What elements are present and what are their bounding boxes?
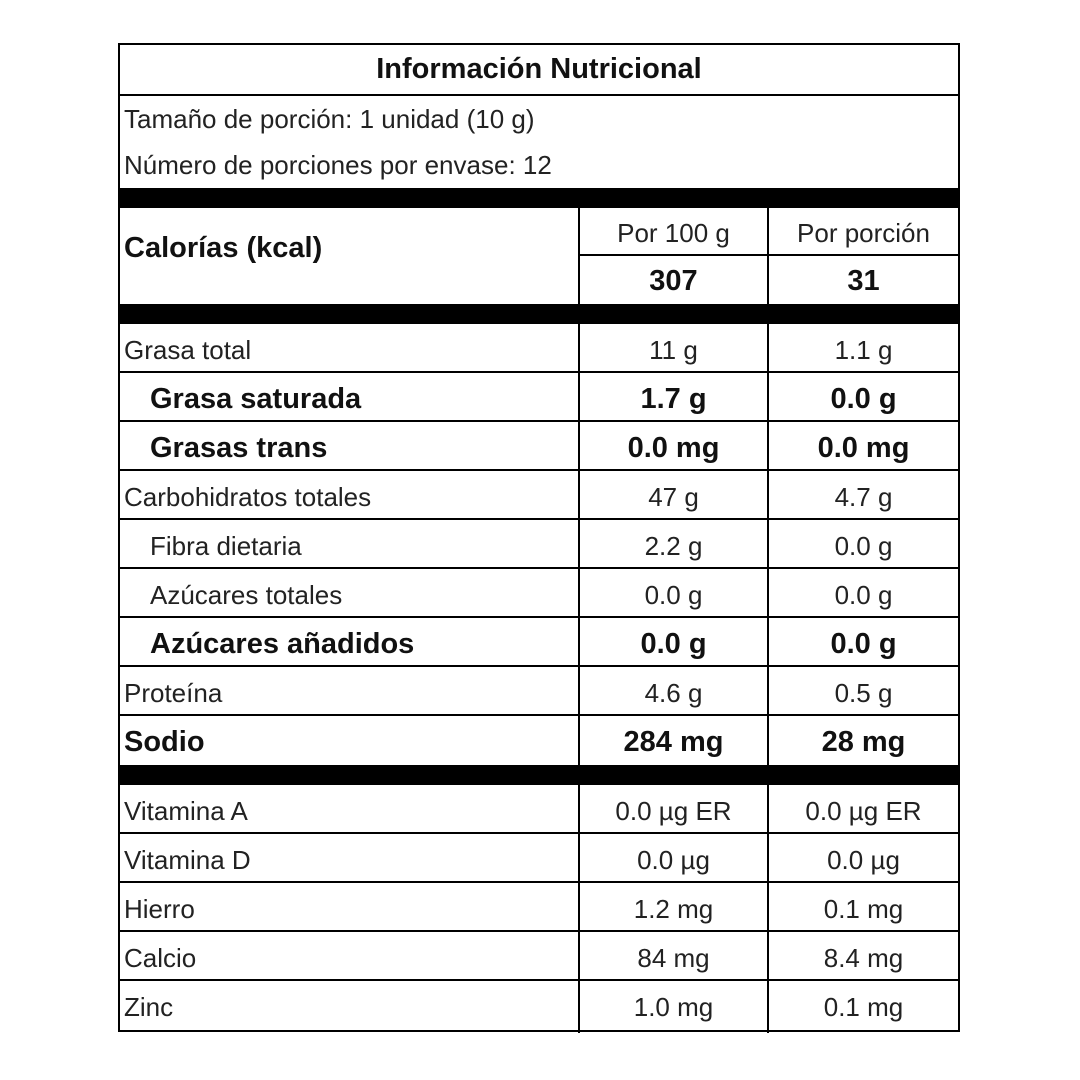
nutrition-facts-label: Información Nutricional Tamaño de porció…: [118, 43, 960, 1033]
value-per-100g: 47 g: [578, 471, 767, 523]
nutrient-name: Proteína: [124, 678, 223, 708]
servings-per-container: Número de porciones por envase: 12: [124, 150, 552, 180]
calories-per-100g: 307: [649, 265, 698, 297]
nutrient-name: Carbohidratos totales: [124, 482, 372, 512]
value-per-serving: 0.1 mg: [767, 883, 958, 935]
table-row: Fibra dietaria 2.2 g 0.0 g: [120, 520, 958, 572]
value-per-serving: 4.7 g: [767, 471, 958, 523]
per-serving-header: Por porción: [769, 208, 958, 256]
table-row: Grasas trans 0.0 mg 0.0 mg: [120, 422, 958, 474]
value-per-100g: 0.0 g: [578, 569, 767, 621]
calories-row: Calorías (kcal) Por 100 g 307 Por porció…: [120, 208, 958, 306]
value-per-serving: 0.5 g: [767, 667, 958, 719]
value-per-serving: 8.4 mg: [767, 932, 958, 984]
per-100g-column: Por 100 g 307: [578, 208, 767, 306]
nutrient-name: Hierro: [124, 894, 195, 924]
value-per-serving: 0.0 g: [767, 618, 958, 670]
table-row: Calcio 84 mg 8.4 mg: [120, 932, 958, 984]
table-row: Azúcares añadidos 0.0 g 0.0 g: [120, 618, 958, 670]
nutrient-name: Vitamina D: [124, 845, 251, 875]
thick-divider: [120, 304, 958, 324]
nutrient-name: Grasa total: [124, 335, 252, 365]
table-row: Hierro 1.2 mg 0.1 mg: [120, 883, 958, 935]
table-row: Zinc 1.0 mg 0.1 mg: [120, 981, 958, 1033]
nutrient-name: Zinc: [124, 992, 174, 1022]
value-per-100g: 84 mg: [578, 932, 767, 984]
nutrient-name: Azúcares añadidos: [150, 628, 415, 660]
thick-divider: [120, 188, 958, 208]
serving-size: Tamaño de porción: 1 unidad (10 g): [124, 104, 535, 134]
value-per-100g: 1.2 mg: [578, 883, 767, 935]
nutrient-name: Grasas trans: [150, 432, 328, 464]
calories-label: Calorías (kcal): [124, 232, 323, 264]
value-per-serving: 0.1 mg: [767, 981, 958, 1033]
nutrient-name: Azúcares totales: [150, 580, 343, 610]
value-per-100g: 284 mg: [578, 716, 767, 768]
value-per-serving: 0.0 mg: [767, 422, 958, 474]
value-per-serving: 0.0 µg: [767, 834, 958, 886]
value-per-serving: 28 mg: [767, 716, 958, 768]
value-per-serving: 0.0 g: [767, 569, 958, 621]
value-per-serving: 0.0 g: [767, 520, 958, 572]
value-per-100g: 0.0 mg: [578, 422, 767, 474]
nutrient-name: Grasa saturada: [150, 383, 362, 415]
micronutrients-table: Vitamina A 0.0 µg ER 0.0 µg ER Vitamina D 0.…: [120, 785, 958, 1033]
label-title: Información Nutricional: [120, 45, 958, 96]
per-100g-header: Por 100 g: [580, 208, 767, 256]
table-row: Sodio 284 mg 28 mg: [120, 716, 958, 768]
value-per-100g: 4.6 g: [578, 667, 767, 719]
value-per-100g: 1.0 mg: [578, 981, 767, 1033]
nutrient-name: Vitamina A: [124, 796, 248, 826]
table-row: Vitamina A 0.0 µg ER 0.0 µg ER: [120, 785, 958, 837]
value-per-100g: 0.0 µg ER: [578, 785, 767, 837]
value-per-serving: 1.1 g: [767, 324, 958, 376]
nutrient-name: Sodio: [124, 726, 205, 758]
table-row: Vitamina D 0.0 µg 0.0 µg: [120, 834, 958, 886]
table-row: Azúcares totales 0.0 g 0.0 g: [120, 569, 958, 621]
nutrient-name: Calcio: [124, 943, 197, 973]
table-row: Grasa saturada 1.7 g 0.0 g: [120, 373, 958, 425]
calories-per-serving: 31: [847, 265, 880, 297]
value-per-serving: 0.0 g: [767, 373, 958, 425]
value-per-100g: 11 g: [578, 324, 767, 376]
value-per-100g: 2.2 g: [578, 520, 767, 572]
value-per-serving: 0.0 µg ER: [767, 785, 958, 837]
table-row: Grasa total 11 g 1.1 g: [120, 324, 958, 376]
value-per-100g: 0.0 g: [578, 618, 767, 670]
value-per-100g: 1.7 g: [578, 373, 767, 425]
table-row: Proteína 4.6 g 0.5 g: [120, 667, 958, 719]
value-per-100g: 0.0 µg: [578, 834, 767, 886]
per-serving-column: Por porción 31: [767, 208, 958, 306]
nutrient-name: Fibra dietaria: [150, 531, 302, 561]
table-row: Carbohidratos totales 47 g 4.7 g: [120, 471, 958, 523]
thick-divider: [120, 765, 958, 785]
